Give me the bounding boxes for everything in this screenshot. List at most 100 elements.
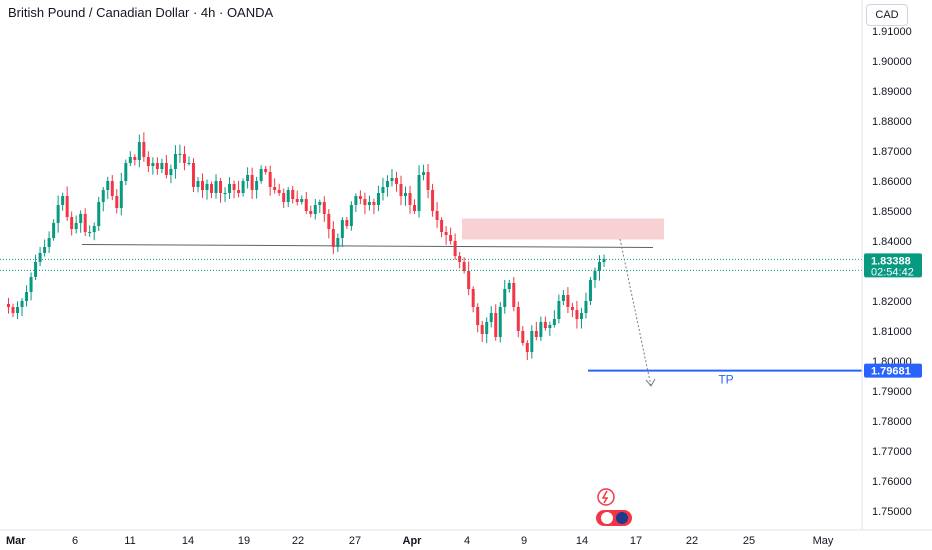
candle-body [503, 289, 507, 307]
candle-body [467, 271, 471, 289]
candle-body [557, 301, 561, 319]
candle-body [507, 283, 511, 289]
resistance-zone [462, 218, 664, 240]
candle-body [47, 238, 51, 247]
lightning-icon[interactable] [597, 488, 615, 506]
candle-body [422, 172, 426, 175]
candle-body [417, 175, 421, 211]
candle-body [453, 241, 457, 256]
candle-body [345, 220, 349, 226]
candle-body [534, 331, 538, 337]
x-tick-label: Apr [403, 535, 423, 547]
candle-body [426, 172, 430, 190]
candle-body [101, 190, 105, 202]
tp-price-badge [864, 363, 922, 378]
candle-body [83, 214, 87, 232]
candle-body [182, 154, 186, 163]
countdown-value: 02:54:42 [871, 266, 914, 278]
candle-body [381, 187, 385, 193]
candle-body [570, 307, 574, 310]
candle-body [214, 181, 218, 193]
candle-body [110, 181, 114, 196]
x-tick-label: May [813, 535, 834, 547]
y-tick-label: 1.79000 [872, 386, 912, 398]
candle-body [196, 181, 200, 187]
candle-body [232, 184, 236, 190]
candle-body [7, 304, 11, 307]
candle-body [61, 196, 65, 205]
candle-body [34, 262, 38, 277]
candle-body [237, 190, 241, 193]
drawings-overlay: TP [0, 238, 862, 526]
candle-body [88, 232, 92, 233]
y-tick-label: 1.85000 [872, 206, 912, 218]
candle-body [489, 313, 493, 322]
candle-body [440, 220, 444, 232]
currency-button[interactable]: CAD [866, 4, 908, 26]
x-tick-label: 14 [576, 535, 588, 547]
y-tick-label: 1.89000 [872, 86, 912, 98]
candle-body [530, 331, 534, 352]
candle-body [313, 205, 317, 214]
time-axis[interactable]: Mar 6 11 14 19 22 27 Apr 4 9 14 17 22 25 May [0, 529, 932, 547]
candle-body [115, 196, 119, 208]
candle-body [340, 220, 344, 238]
price-axis[interactable]: 1.91000 1.90000 1.89000 1.88000 1.87000 1.860… [861, 0, 912, 530]
candle-body [264, 169, 268, 172]
candle-body [128, 157, 132, 163]
candle-body [277, 190, 281, 193]
candle-body [65, 196, 69, 217]
candle-body [92, 226, 96, 232]
chart-title: British Pound / Canadian Dollar · 4h · O… [8, 5, 274, 20]
candle-body [304, 199, 308, 211]
candle-body [228, 184, 232, 193]
candle-body [548, 325, 552, 328]
x-tick-label: Mar [6, 535, 26, 547]
candle-body [318, 202, 322, 205]
candle-body [291, 190, 295, 199]
candle-body [498, 307, 502, 337]
candle-body [376, 193, 380, 205]
candle-body [70, 217, 74, 229]
supply-zone-box[interactable] [462, 218, 664, 240]
candle-body [250, 175, 254, 190]
candle-body [219, 181, 223, 193]
y-tick-label: 1.76000 [872, 476, 912, 488]
candle-body [593, 271, 597, 280]
candle-body [322, 202, 326, 214]
candle-body [385, 181, 389, 187]
candle-body [52, 223, 56, 238]
x-tick-label: 22 [292, 535, 304, 547]
candle-body [173, 154, 177, 169]
candle-body [255, 181, 259, 190]
projection-arrow[interactable] [619, 238, 652, 387]
neckline-line[interactable] [81, 244, 654, 248]
candle-body [241, 181, 245, 193]
candle-body [431, 190, 435, 211]
candle-body [575, 310, 579, 319]
candle-body [413, 205, 417, 211]
candle-body [309, 211, 313, 214]
candle-body [584, 301, 588, 313]
candle-body [137, 142, 141, 160]
candle-body [516, 307, 520, 331]
candle-body [160, 163, 164, 169]
candle-body [476, 307, 480, 325]
candle-body [169, 169, 173, 175]
y-tick-label: 1.82000 [872, 296, 912, 308]
y-tick-label: 1.78000 [872, 416, 912, 428]
candle-body [282, 193, 286, 202]
candle-body [408, 193, 412, 205]
candle-body [164, 163, 168, 175]
y-tick-label: 1.90000 [872, 56, 912, 68]
candle-body [20, 301, 24, 307]
candle-body [29, 277, 33, 292]
candle-body [336, 238, 340, 247]
candle-body [444, 232, 448, 235]
candle-body [273, 187, 277, 190]
x-tick-label: 27 [349, 535, 361, 547]
candle-body [11, 307, 15, 313]
candle-body [449, 235, 453, 241]
